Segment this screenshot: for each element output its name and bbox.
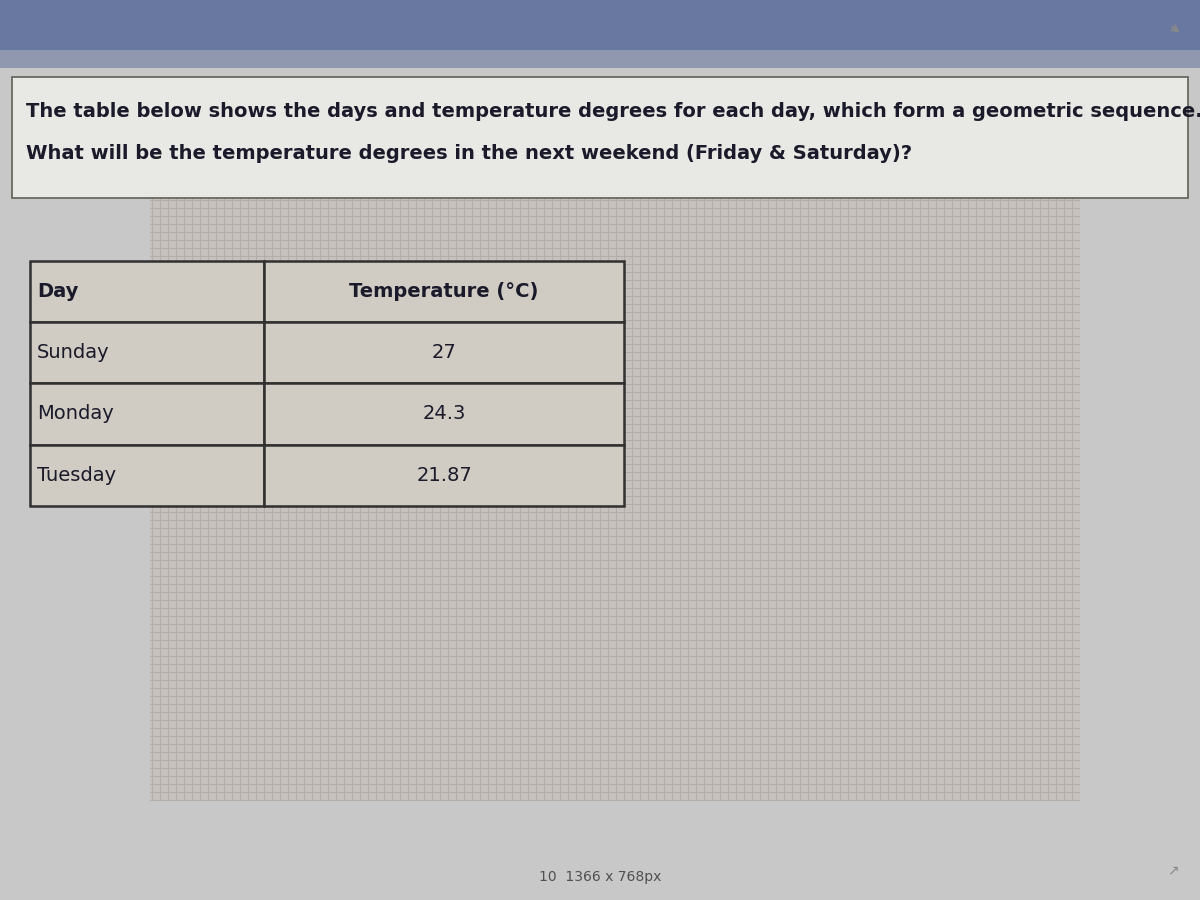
Text: 27: 27 [432, 343, 456, 363]
Text: Temperature (°C): Temperature (°C) [349, 282, 539, 302]
Text: The table below shows the days and temperature degrees for each day, which form : The table below shows the days and tempe… [26, 102, 1200, 121]
Text: ↗: ↗ [1166, 863, 1178, 878]
Text: Monday: Monday [37, 404, 114, 424]
Text: What will be the temperature degrees in the next weekend (Friday & Saturday)?: What will be the temperature degrees in … [26, 144, 912, 163]
Text: Day: Day [37, 282, 78, 302]
Text: Tuesday: Tuesday [37, 465, 116, 485]
Text: 24.3: 24.3 [422, 404, 466, 424]
Text: 10  1366 x 768px: 10 1366 x 768px [539, 869, 661, 884]
Text: 21.87: 21.87 [416, 465, 472, 485]
Text: Sunday: Sunday [37, 343, 110, 363]
